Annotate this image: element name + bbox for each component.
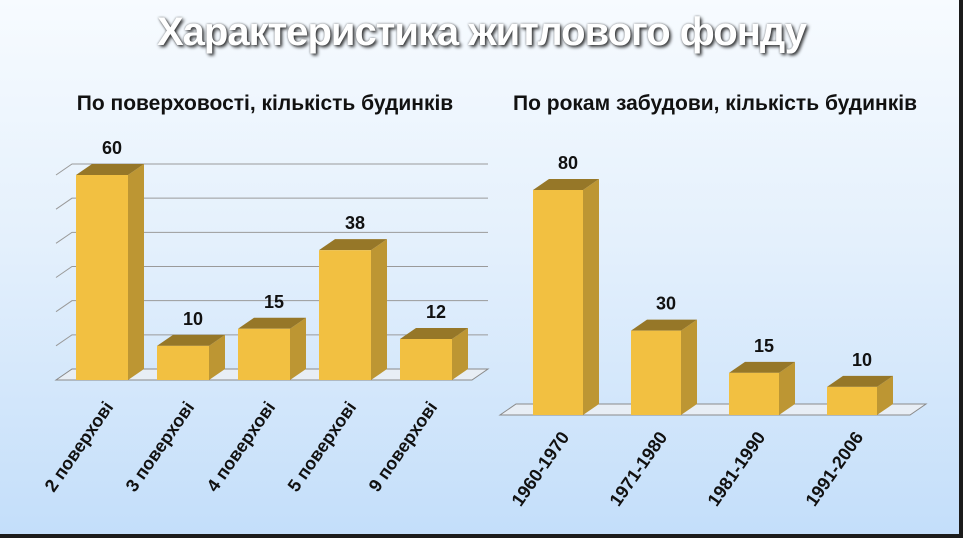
bar-2: [631, 319, 697, 415]
gridline: [55, 231, 488, 244]
bar-chart-floors: 60 2 поверхові 10 3 поверхові 15 4 поверхові 3…: [41, 138, 490, 496]
bar-side: [290, 317, 306, 380]
category-label: 9 поверхові: [365, 398, 442, 496]
bar-value-label: 30: [656, 294, 676, 314]
bar-4: [319, 239, 387, 380]
bar-top: [238, 317, 306, 329]
category-label: 5 поверхові: [284, 398, 361, 496]
bar-side: [371, 239, 387, 380]
bar-top: [76, 164, 144, 175]
bar-1: [533, 179, 599, 415]
bar-value-label: 60: [102, 138, 122, 158]
gridline: [55, 163, 488, 176]
bar-value-label: 15: [754, 336, 774, 356]
chart-title-floors: По поверховості, кількість будинків: [76, 92, 454, 115]
bar-side: [209, 334, 225, 380]
bar-top: [157, 334, 225, 346]
category-label: 3 поверхові: [122, 398, 199, 496]
category-label: 1960-1970: [508, 428, 574, 510]
gridline: [55, 197, 488, 210]
bar-value-label: 38: [345, 213, 365, 233]
bar-front: [157, 345, 209, 380]
bar-front: [827, 386, 877, 415]
bar-top: [319, 239, 387, 251]
bar-front: [76, 175, 128, 380]
bar-front: [319, 250, 371, 380]
bar-1: [76, 164, 144, 380]
slide-title: Характеристика житлового фонду: [157, 10, 807, 54]
bar-5: [400, 328, 468, 380]
bar-side: [779, 361, 795, 415]
bar-4: [827, 375, 893, 415]
bar-chart-years: 80 1960-1970 30 1971-1980 15 1981-1990 10 1991-…: [498, 153, 928, 510]
bar-top: [827, 375, 893, 387]
bar-value-label: 80: [558, 153, 578, 173]
bar-side: [452, 328, 468, 380]
bar-front: [400, 339, 452, 380]
bar-value-label: 12: [426, 302, 446, 322]
bar-value-label: 15: [264, 292, 284, 312]
bar-top: [400, 328, 468, 339]
category-label: 1981-1990: [704, 428, 770, 510]
bar-front: [631, 330, 681, 415]
bar-value-label: 10: [183, 309, 203, 329]
chart-title-years: По рокам забудови, кількість будинків: [513, 92, 917, 115]
category-label: 1971-1980: [606, 428, 672, 510]
bar-top: [533, 179, 599, 190]
bar-top: [631, 319, 697, 331]
bar-side: [583, 179, 599, 415]
bar-side: [681, 319, 697, 415]
bar-side: [128, 164, 144, 380]
bar-value-label: 10: [852, 350, 872, 370]
category-label: 4 поверхові: [203, 398, 280, 496]
bar-front: [533, 190, 583, 415]
bar-side: [877, 375, 893, 415]
bar-front: [238, 328, 290, 380]
bar-front: [729, 372, 779, 415]
bar-3: [238, 317, 306, 380]
bar-2: [157, 334, 225, 380]
bar-3: [729, 361, 795, 415]
category-label: 1991-2006: [802, 428, 868, 510]
bar-top: [729, 361, 795, 373]
category-label: 2 поверхові: [41, 398, 118, 496]
